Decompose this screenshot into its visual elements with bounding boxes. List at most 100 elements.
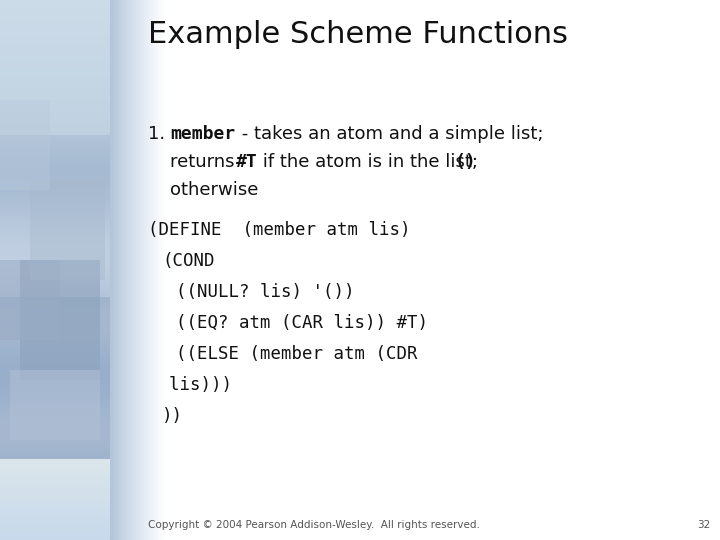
Bar	[115, 0, 117, 540]
Bar	[0, 178, 110, 181]
Bar	[0, 292, 110, 294]
Bar	[0, 208, 110, 211]
Text: lis))): lis)))	[148, 376, 232, 394]
Bar	[0, 278, 110, 281]
Text: (): ()	[455, 153, 477, 171]
Bar	[0, 424, 110, 427]
Bar	[0, 22, 110, 24]
Bar	[0, 267, 110, 270]
Bar	[0, 184, 110, 186]
Bar	[0, 489, 110, 491]
Bar	[0, 157, 110, 159]
Bar	[0, 5, 110, 8]
Bar	[0, 124, 110, 127]
Bar	[0, 435, 110, 437]
Bar	[130, 0, 132, 540]
Bar	[0, 373, 110, 375]
Bar	[0, 111, 110, 113]
Text: returns: returns	[170, 153, 240, 171]
Bar	[0, 405, 110, 408]
Bar	[0, 475, 110, 478]
Bar	[0, 319, 110, 321]
Bar	[0, 100, 50, 190]
Bar	[0, 359, 110, 362]
Bar	[0, 70, 110, 73]
Bar	[139, 0, 140, 540]
Bar	[0, 389, 110, 392]
Text: - takes an atom and a simple list;: - takes an atom and a simple list;	[236, 125, 544, 143]
Bar	[0, 510, 110, 513]
Bar	[0, 289, 110, 292]
Bar	[0, 181, 110, 184]
Bar	[0, 154, 110, 157]
Bar	[0, 260, 60, 340]
Bar	[0, 94, 110, 97]
Bar	[0, 51, 110, 54]
Bar	[0, 232, 110, 235]
Bar	[0, 78, 110, 81]
Bar	[0, 197, 110, 200]
Bar	[0, 194, 110, 197]
Bar	[0, 354, 110, 356]
Bar	[0, 240, 110, 243]
Bar	[0, 348, 110, 351]
Bar	[0, 86, 110, 89]
Text: (COND: (COND	[162, 252, 215, 270]
Bar	[0, 54, 110, 57]
Bar	[0, 238, 110, 240]
Bar	[0, 27, 110, 30]
Bar	[135, 0, 136, 540]
Bar	[147, 0, 148, 540]
Bar	[0, 456, 110, 459]
Bar	[138, 0, 139, 540]
Bar	[0, 97, 110, 100]
Bar	[151, 0, 153, 540]
Bar	[0, 343, 110, 346]
Bar	[136, 0, 138, 540]
Bar	[30, 180, 105, 280]
Bar	[0, 356, 110, 359]
Text: ((ELSE (member atm (CDR: ((ELSE (member atm (CDR	[176, 345, 418, 363]
Bar	[0, 259, 110, 262]
Bar	[150, 0, 151, 540]
Bar	[0, 127, 110, 130]
Bar	[153, 0, 154, 540]
Bar	[0, 297, 110, 300]
Bar	[162, 0, 163, 540]
Bar	[0, 105, 110, 108]
Bar	[0, 68, 110, 70]
Bar	[0, 151, 110, 154]
Bar	[0, 30, 110, 32]
Bar	[0, 57, 110, 59]
Text: #T: #T	[236, 153, 258, 171]
Bar	[0, 248, 110, 251]
Bar	[0, 421, 110, 424]
Bar	[0, 335, 110, 338]
Bar	[0, 16, 110, 19]
Bar	[0, 230, 110, 232]
Bar	[0, 84, 110, 86]
Bar	[0, 216, 110, 219]
Bar	[113, 0, 114, 540]
Bar	[0, 362, 110, 364]
Bar	[0, 521, 110, 524]
Bar	[158, 0, 160, 540]
Bar	[0, 464, 110, 467]
Bar	[0, 310, 110, 313]
Bar	[0, 219, 110, 221]
Bar	[0, 205, 110, 208]
Bar	[0, 491, 110, 494]
Bar	[163, 0, 165, 540]
Bar	[0, 497, 110, 500]
Bar	[0, 281, 110, 284]
Text: 32: 32	[697, 520, 710, 530]
Bar	[0, 472, 110, 475]
Bar	[0, 381, 110, 383]
Bar	[0, 329, 110, 332]
Bar	[0, 46, 110, 49]
Text: 1.: 1.	[148, 125, 171, 143]
Bar	[0, 386, 110, 389]
Bar	[0, 189, 110, 192]
Bar	[0, 38, 110, 40]
Bar	[0, 537, 110, 540]
